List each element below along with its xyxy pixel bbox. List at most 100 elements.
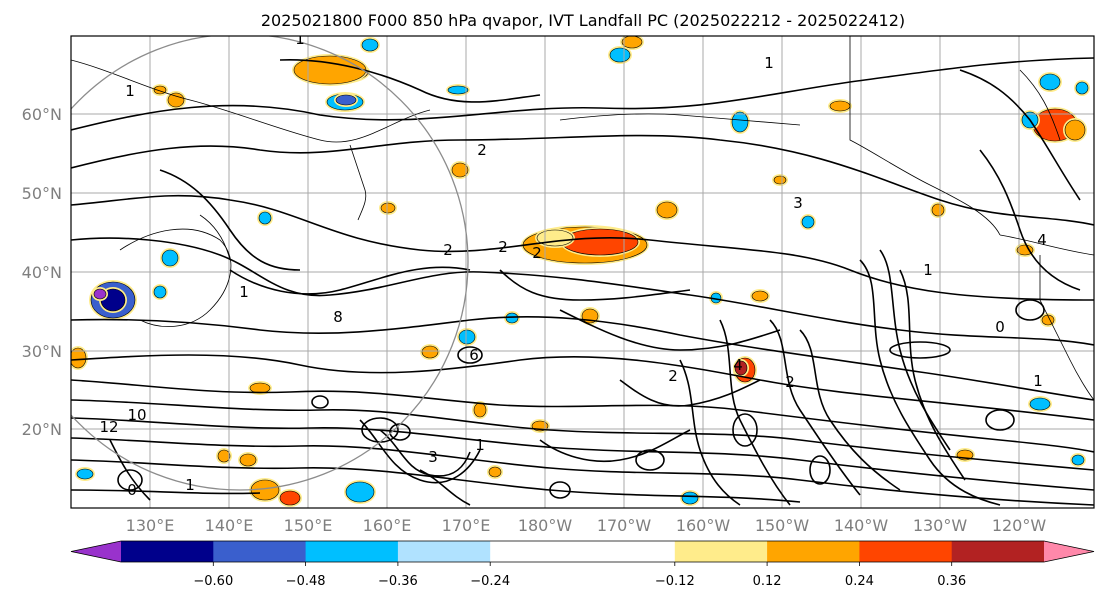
contour-label: 4: [1037, 231, 1047, 249]
anomaly-patch: [153, 85, 167, 95]
ivt-contour-closed: [889, 341, 951, 359]
contour-label: 1: [185, 476, 195, 494]
coastlines: [71, 36, 1094, 401]
contour-label: 2: [785, 373, 795, 391]
contour-label: 2: [498, 238, 508, 256]
ivt-contour-closed: [985, 409, 1015, 431]
ivt-contour-line: [539, 429, 691, 463]
anomaly-patch: [447, 85, 469, 95]
anomaly-patch: [681, 491, 699, 505]
anomaly-patch: [361, 38, 379, 52]
ivt-contour-line: [499, 269, 691, 301]
lon-label: 180°W: [518, 516, 573, 535]
ivt-contour-line: [379, 429, 471, 477]
colorbar-segment: [490, 541, 583, 562]
anomaly-patch: [458, 329, 476, 345]
ivt-contour-line: [859, 259, 1001, 506]
ivt-contour-line: [71, 237, 1094, 346]
ivt-contour-line: [71, 316, 1094, 401]
contour-label: 12: [99, 418, 118, 436]
anomaly-patch: [76, 468, 94, 480]
anomaly-patch: [239, 453, 257, 467]
longitude-labels: 130°E 140°E 150°E 160°E 170°E 180°W 170°W 160°W…: [126, 516, 1047, 535]
colorbar-tick-label: −0.48: [286, 574, 326, 589]
lat-label: 40°N: [22, 263, 62, 282]
colorbar-extend-low: [71, 541, 121, 562]
lon-label: 160°W: [676, 516, 731, 535]
anomaly-patch: [656, 201, 678, 219]
contour-label: 3: [428, 448, 438, 466]
ivt-contour-line: [71, 379, 1094, 453]
ivt-contour-closed: [457, 346, 483, 364]
ivt-contour-line: [71, 134, 1094, 226]
ivt-contour-closed: [1015, 299, 1045, 321]
anomaly-patch: [621, 36, 643, 49]
contour-label: 1: [475, 436, 485, 454]
lat-label: 30°N: [22, 342, 62, 361]
colorbar-outline: [70, 540, 1095, 563]
ivt-contour-line: [899, 269, 966, 481]
latitude-labels: 60°N 50°N 40°N 30°N 20°N: [22, 105, 62, 439]
colorbar-segment: [121, 541, 214, 562]
anomaly-patch: [249, 382, 271, 394]
figure-title: 2025021800 F000 850 hPa qvapor, IVT Land…: [261, 11, 905, 30]
ivt-contour-line: [71, 194, 1094, 301]
contour-label: 8: [333, 308, 343, 326]
lat-label: 60°N: [22, 105, 62, 124]
colorbar-extend-high: [1044, 541, 1094, 562]
lon-label: 130°W: [913, 516, 968, 535]
ivt-contour-line: [71, 57, 1094, 131]
anomaly-patch: [153, 285, 167, 299]
anomaly-patch: [609, 47, 631, 63]
contour-label: 1: [125, 82, 135, 100]
anomaly-patch: [734, 360, 748, 376]
contour-label: 10: [127, 406, 146, 424]
colorbar: −0.60 −0.48 −0.36 −0.24 −0.12 0.12 0.24 0.36: [70, 540, 1095, 589]
anomaly-patch: [473, 402, 487, 418]
contour-label: 3: [793, 194, 803, 212]
anomaly-patch: [731, 111, 749, 133]
ivt-contour-line: [71, 417, 1094, 491]
contour-label: 0: [127, 481, 137, 499]
contour-label: 2: [477, 141, 487, 159]
ivt-contour-line: [71, 489, 261, 495]
colorbar-segment: [305, 541, 399, 562]
ivt-contour-line: [879, 249, 951, 451]
colorbar-segment: [674, 541, 768, 562]
ivt-contour-line: [229, 266, 471, 295]
ivt-contour-line: [979, 149, 1081, 291]
ivt-contour-line: [71, 437, 1094, 506]
lon-label: 170°W: [597, 516, 652, 535]
anomaly-patch: [345, 481, 375, 503]
ivt-contour-closed: [311, 395, 329, 409]
coastline: [1039, 255, 1094, 401]
anomaly-patch: [258, 211, 272, 225]
contour-label: 1: [923, 261, 933, 279]
coastline: [349, 144, 367, 221]
lon-label: 170°E: [442, 516, 491, 535]
ivt-contour-line: [679, 359, 741, 506]
contour-label: 1: [239, 283, 249, 301]
anomaly-patch: [421, 345, 439, 359]
anomaly-patch: [1071, 454, 1085, 466]
ivt-contour-line: [419, 469, 471, 506]
colorbar-segment: [767, 541, 860, 562]
ivt-contour-line: [799, 329, 901, 491]
anomaly-patch: [451, 162, 469, 178]
lon-label: 150°W: [755, 516, 810, 535]
anomaly-patch: [93, 288, 107, 300]
anomaly-patch: [751, 290, 769, 302]
colorbar-segment: [582, 541, 676, 562]
anomaly-patch: [829, 100, 851, 112]
colorbar-segment: [397, 541, 491, 562]
ivt-contours: [71, 57, 1094, 506]
ivt-contour-closed: [549, 481, 571, 499]
anomaly-patch: [1016, 244, 1034, 256]
coastline: [849, 36, 1001, 236]
map-frame: [70, 35, 1095, 509]
contour-label: 2: [443, 241, 453, 259]
anomaly-patch: [1029, 397, 1051, 411]
colorbar-tick-label: 0.24: [845, 574, 874, 589]
ivt-contour-closed: [117, 469, 143, 491]
